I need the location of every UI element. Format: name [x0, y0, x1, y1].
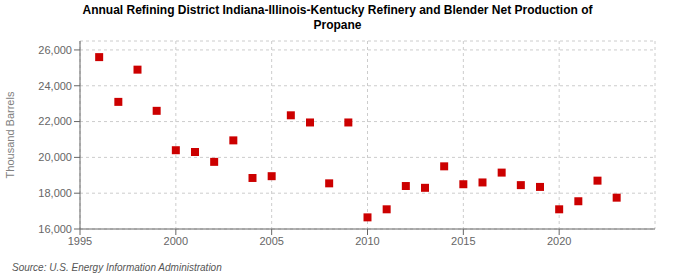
svg-text:20,000: 20,000	[38, 151, 72, 163]
svg-text:16,000: 16,000	[38, 223, 72, 235]
svg-text:26,000: 26,000	[38, 44, 72, 56]
svg-text:2005: 2005	[259, 235, 283, 247]
svg-text:2000: 2000	[164, 235, 188, 247]
html-text:Annual Refining District India: Annual Refining District Indiana-Illinoi…	[82, 3, 593, 17]
svg-text:24,000: 24,000	[38, 80, 72, 92]
svg-text:2015: 2015	[451, 235, 475, 247]
svg-text:2020: 2020	[547, 235, 571, 247]
svg-text:Thousand Barrels: Thousand Barrels	[8, 91, 16, 178]
svg-text:1995: 1995	[68, 235, 92, 247]
html-text:Source: U.S. Energy Informatio: Source: U.S. Energy Information Administ…	[12, 262, 222, 273]
svg-text:22,000: 22,000	[38, 115, 72, 127]
svg-text:18,000: 18,000	[38, 187, 72, 199]
svg-text:2010: 2010	[355, 235, 379, 247]
html-text:Propane: Propane	[313, 18, 362, 32]
